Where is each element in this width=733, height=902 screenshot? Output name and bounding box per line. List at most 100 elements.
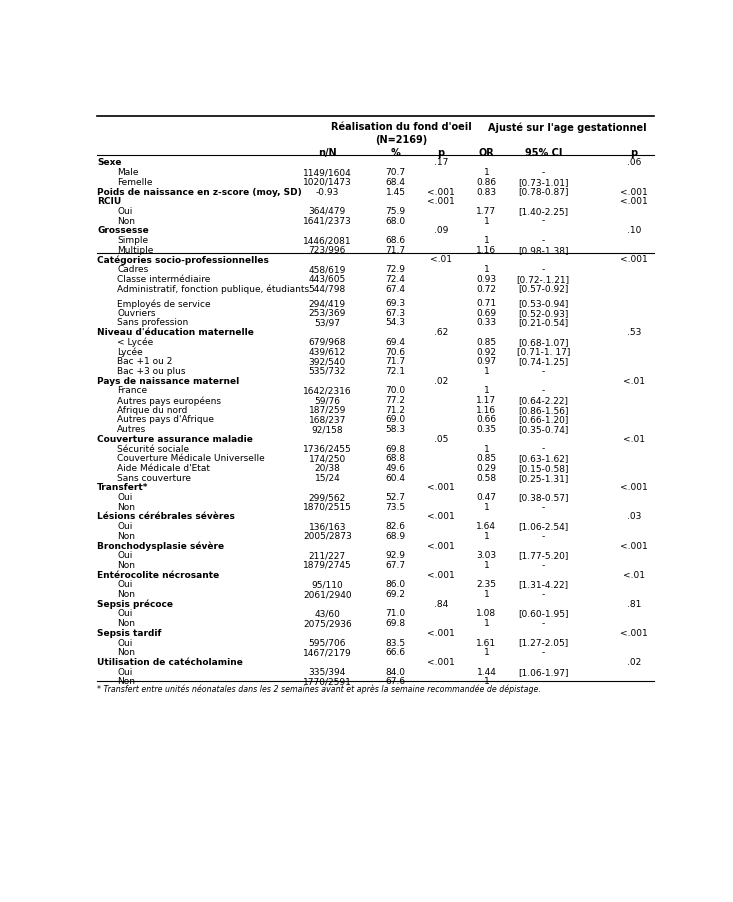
Text: Ouvriers: Ouvriers bbox=[117, 308, 155, 318]
Text: .09: .09 bbox=[434, 226, 448, 235]
Text: 0.58: 0.58 bbox=[476, 474, 496, 483]
Text: Femelle: Femelle bbox=[117, 178, 152, 187]
Text: .03: .03 bbox=[627, 512, 641, 520]
Text: [0.60-1.95]: [0.60-1.95] bbox=[518, 609, 569, 618]
Text: 83.5: 83.5 bbox=[386, 638, 405, 647]
Text: p: p bbox=[630, 148, 638, 158]
Text: 66.6: 66.6 bbox=[386, 648, 405, 657]
Text: 1467/2179: 1467/2179 bbox=[303, 648, 352, 657]
Text: Oui: Oui bbox=[117, 521, 133, 530]
Text: Employés de service: Employés de service bbox=[117, 299, 211, 308]
Text: 1.16: 1.16 bbox=[476, 245, 496, 254]
Text: 0.69: 0.69 bbox=[476, 308, 496, 318]
Text: 68.8: 68.8 bbox=[386, 454, 405, 463]
Text: 1: 1 bbox=[484, 502, 490, 511]
Text: 1: 1 bbox=[484, 619, 490, 628]
Text: 0.93: 0.93 bbox=[476, 274, 496, 283]
Text: 723/996: 723/996 bbox=[309, 245, 346, 254]
Text: [1.06-1.97]: [1.06-1.97] bbox=[518, 667, 569, 676]
Text: 20/38: 20/38 bbox=[314, 464, 340, 473]
Text: -: - bbox=[542, 619, 545, 628]
Text: [0.74-1.25]: [0.74-1.25] bbox=[518, 357, 568, 366]
Text: [0.66-1.20]: [0.66-1.20] bbox=[518, 415, 568, 424]
Text: 294/419: 294/419 bbox=[309, 299, 346, 308]
Text: 0.86: 0.86 bbox=[476, 178, 496, 187]
Text: [0.53-0.94]: [0.53-0.94] bbox=[518, 299, 568, 308]
Text: [1.77-5.20]: [1.77-5.20] bbox=[518, 550, 568, 559]
Text: Non: Non bbox=[117, 531, 135, 540]
Text: p: p bbox=[438, 148, 444, 158]
Text: 69.3: 69.3 bbox=[386, 299, 405, 308]
Text: 43/60: 43/60 bbox=[314, 609, 340, 618]
Text: 1: 1 bbox=[484, 168, 490, 177]
Text: 72.4: 72.4 bbox=[386, 274, 405, 283]
Text: 67.6: 67.6 bbox=[386, 676, 405, 686]
Text: 1: 1 bbox=[484, 265, 490, 274]
Text: Sécurité sociale: Sécurité sociale bbox=[117, 444, 189, 453]
Text: 70.6: 70.6 bbox=[386, 347, 405, 356]
Text: -: - bbox=[542, 531, 545, 540]
Text: .02: .02 bbox=[434, 376, 448, 385]
Text: Aide Médicale d'Etat: Aide Médicale d'Etat bbox=[117, 464, 210, 473]
Text: 1020/1473: 1020/1473 bbox=[303, 178, 352, 187]
Text: 0.72: 0.72 bbox=[476, 284, 496, 293]
Text: -: - bbox=[542, 235, 545, 244]
Text: <.01: <.01 bbox=[623, 435, 645, 444]
Text: 2075/2936: 2075/2936 bbox=[303, 619, 352, 628]
Text: [1.31-4.22]: [1.31-4.22] bbox=[518, 580, 568, 589]
Text: Oui: Oui bbox=[117, 580, 133, 589]
Text: 1: 1 bbox=[484, 235, 490, 244]
Text: Cadres: Cadres bbox=[117, 265, 149, 274]
Text: Bac +1 ou 2: Bac +1 ou 2 bbox=[117, 357, 172, 366]
Text: .62: .62 bbox=[434, 327, 448, 336]
Text: Oui: Oui bbox=[117, 550, 133, 559]
Text: Sans couverture: Sans couverture bbox=[117, 474, 191, 483]
Text: 68.0: 68.0 bbox=[386, 216, 405, 226]
Text: Lycée: Lycée bbox=[117, 347, 143, 356]
Text: <.01: <.01 bbox=[623, 376, 645, 385]
Text: 68.4: 68.4 bbox=[386, 178, 405, 187]
Text: .05: .05 bbox=[434, 435, 448, 444]
Text: [0.52-0.93]: [0.52-0.93] bbox=[518, 308, 568, 318]
Text: <.001: <.001 bbox=[620, 197, 648, 206]
Text: [0.25-1.31]: [0.25-1.31] bbox=[518, 474, 568, 483]
Text: 1770/2591: 1770/2591 bbox=[303, 676, 352, 686]
Text: 59/76: 59/76 bbox=[314, 396, 340, 405]
Text: -: - bbox=[542, 648, 545, 657]
Text: [0.98-1.38]: [0.98-1.38] bbox=[518, 245, 569, 254]
Text: 0.71: 0.71 bbox=[476, 299, 496, 308]
Text: 73.5: 73.5 bbox=[386, 502, 405, 511]
Text: <.001: <.001 bbox=[620, 188, 648, 197]
Text: .10: .10 bbox=[627, 226, 641, 235]
Text: Simple: Simple bbox=[117, 235, 148, 244]
Text: RCIU: RCIU bbox=[97, 197, 122, 206]
Text: 1.64: 1.64 bbox=[476, 521, 496, 530]
Text: 69.4: 69.4 bbox=[386, 337, 405, 346]
Text: 335/394: 335/394 bbox=[309, 667, 346, 676]
Text: [0.15-0.58]: [0.15-0.58] bbox=[518, 464, 569, 473]
Text: Administratif, fonction publique, étudiants: Administratif, fonction publique, étudia… bbox=[117, 284, 309, 294]
Text: .02: .02 bbox=[627, 658, 641, 667]
Text: Non: Non bbox=[117, 589, 135, 598]
Text: <.001: <.001 bbox=[620, 255, 648, 264]
Text: <.01: <.01 bbox=[430, 255, 452, 264]
Text: Couverture assurance maladie: Couverture assurance maladie bbox=[97, 435, 253, 444]
Text: 187/259: 187/259 bbox=[309, 405, 346, 414]
Text: 2061/2940: 2061/2940 bbox=[303, 589, 352, 598]
Text: [0.68-1.07]: [0.68-1.07] bbox=[518, 337, 569, 346]
Text: <.01: <.01 bbox=[623, 570, 645, 579]
Text: [0.73-1.01]: [0.73-1.01] bbox=[518, 178, 569, 187]
Text: 1446/2081: 1446/2081 bbox=[303, 235, 352, 244]
Text: -: - bbox=[542, 589, 545, 598]
Text: (N=2169): (N=2169) bbox=[375, 134, 427, 144]
Text: 15/24: 15/24 bbox=[314, 474, 340, 483]
Text: Sepsis tardif: Sepsis tardif bbox=[97, 628, 162, 637]
Text: -: - bbox=[542, 444, 545, 453]
Text: [1.06-2.54]: [1.06-2.54] bbox=[518, 521, 568, 530]
Text: Sepsis précoce: Sepsis précoce bbox=[97, 599, 173, 609]
Text: 71.2: 71.2 bbox=[386, 405, 405, 414]
Text: 75.9: 75.9 bbox=[386, 207, 405, 216]
Text: 69.8: 69.8 bbox=[386, 444, 405, 453]
Text: 1: 1 bbox=[484, 216, 490, 226]
Text: Entérocolite nécrosante: Entérocolite nécrosante bbox=[97, 570, 220, 579]
